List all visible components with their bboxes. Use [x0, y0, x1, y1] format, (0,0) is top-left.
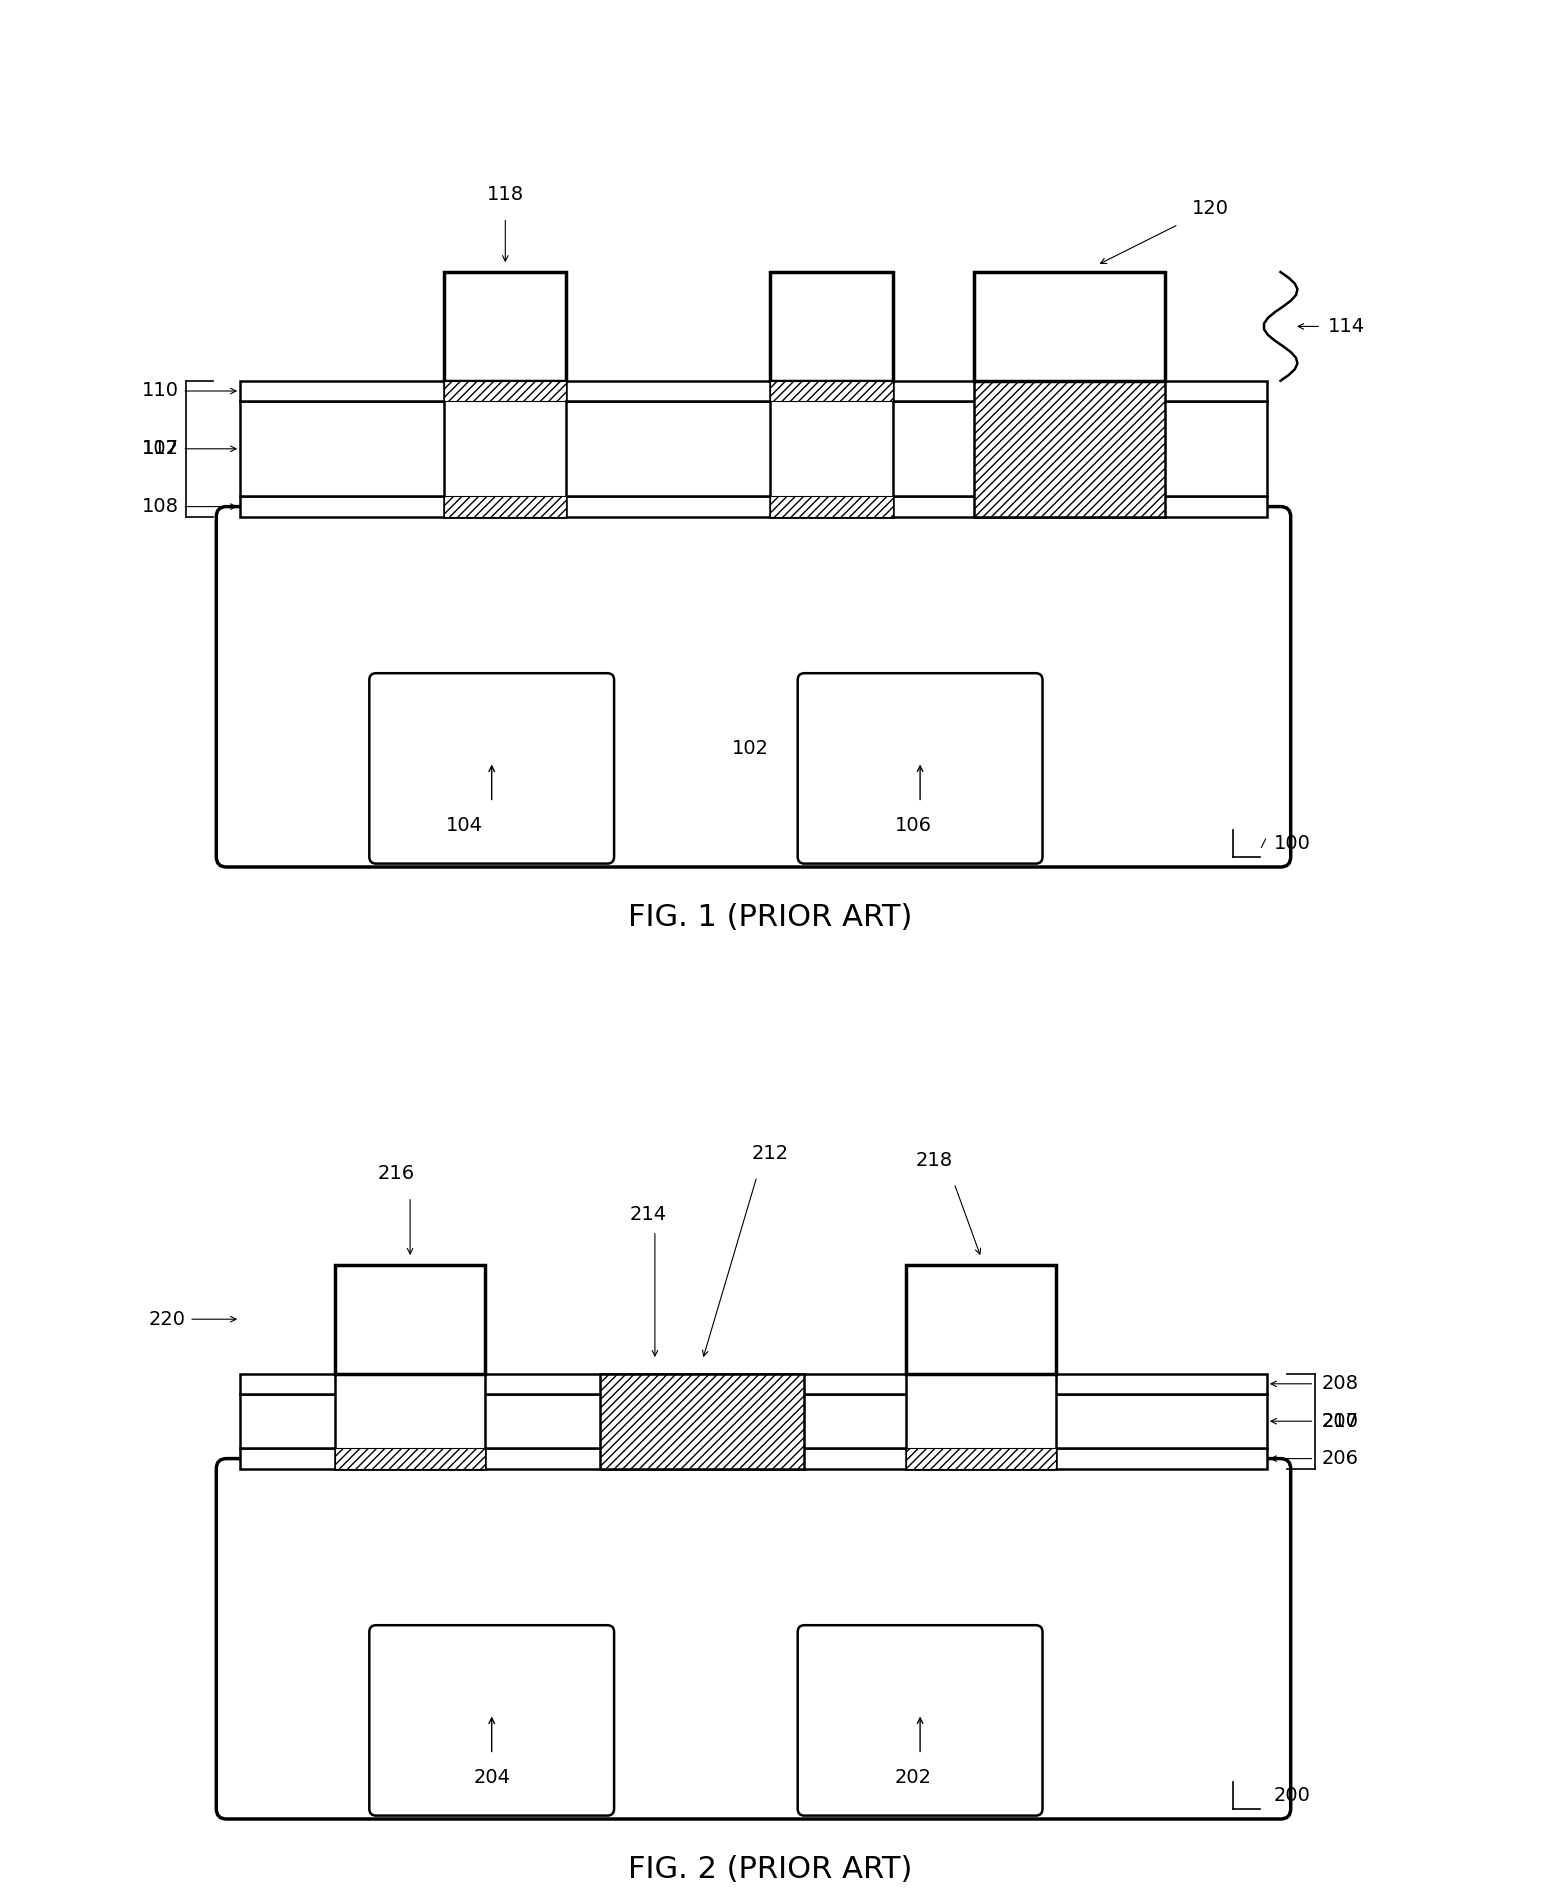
Bar — [601, 1373, 804, 1468]
Bar — [444, 381, 567, 402]
Text: 110: 110 — [142, 381, 179, 400]
Bar — [906, 1449, 1056, 1468]
Text: 204: 204 — [473, 1769, 510, 1788]
Bar — [974, 381, 1165, 516]
FancyBboxPatch shape — [798, 1626, 1043, 1816]
Text: 206: 206 — [1321, 1449, 1358, 1468]
Text: 210: 210 — [1321, 1411, 1358, 1430]
Text: 218: 218 — [915, 1150, 952, 1169]
Bar — [240, 1449, 1267, 1468]
Text: 100: 100 — [1274, 834, 1310, 853]
Text: 116: 116 — [1077, 440, 1114, 459]
Bar — [444, 381, 567, 516]
Text: FIG. 2 (PRIOR ART): FIG. 2 (PRIOR ART) — [629, 1854, 912, 1883]
Text: 114: 114 — [1328, 316, 1365, 335]
Bar — [601, 1373, 804, 1468]
Text: 216: 216 — [378, 1163, 415, 1182]
Bar — [770, 497, 892, 516]
Bar — [974, 381, 1165, 516]
Bar — [240, 381, 1267, 402]
Text: 220: 220 — [148, 1310, 186, 1329]
FancyBboxPatch shape — [216, 506, 1291, 866]
Bar — [974, 272, 1165, 381]
FancyBboxPatch shape — [798, 674, 1043, 864]
Bar — [240, 497, 1267, 516]
Bar — [906, 1264, 1056, 1373]
Text: 118: 118 — [487, 185, 524, 204]
Text: FIG. 1 (PRIOR ART): FIG. 1 (PRIOR ART) — [629, 902, 912, 931]
Bar — [906, 1373, 1056, 1468]
FancyBboxPatch shape — [370, 674, 615, 864]
Text: 202: 202 — [895, 1769, 932, 1788]
Text: 207: 207 — [1321, 1411, 1358, 1430]
Text: 106: 106 — [895, 817, 932, 836]
Text: 112: 112 — [142, 440, 179, 459]
Text: 108: 108 — [142, 497, 179, 516]
FancyBboxPatch shape — [370, 1626, 615, 1816]
Bar — [444, 272, 567, 381]
Text: 102: 102 — [732, 739, 769, 758]
Bar — [240, 1394, 1267, 1449]
Bar — [240, 1373, 1267, 1394]
Bar — [336, 1373, 485, 1468]
Bar — [770, 381, 892, 402]
Text: 120: 120 — [1193, 198, 1230, 217]
Bar — [444, 497, 567, 516]
Text: 107: 107 — [142, 440, 179, 459]
Text: 200: 200 — [1274, 1786, 1310, 1805]
Text: 104: 104 — [445, 817, 482, 836]
Bar — [240, 402, 1267, 497]
FancyBboxPatch shape — [216, 1458, 1291, 1818]
Bar — [770, 381, 892, 516]
Text: 212: 212 — [752, 1144, 789, 1163]
Bar — [770, 272, 892, 381]
Bar — [336, 1449, 485, 1468]
Text: 208: 208 — [1321, 1375, 1358, 1394]
Bar — [336, 1264, 485, 1373]
Text: 214: 214 — [630, 1205, 667, 1224]
